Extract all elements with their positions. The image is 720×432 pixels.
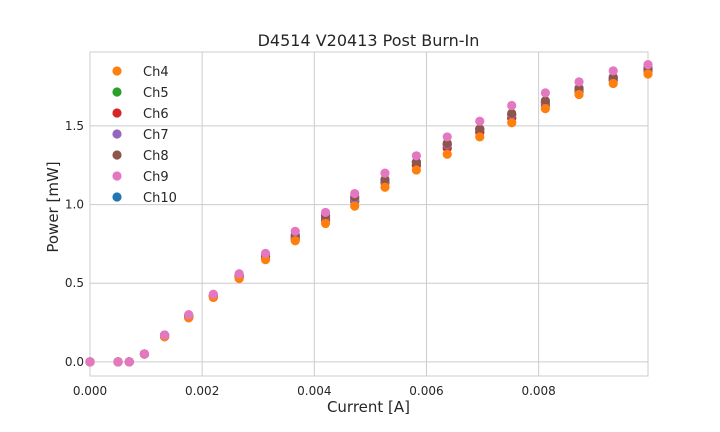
data-point — [380, 174, 390, 184]
data-point — [540, 104, 550, 114]
y-tick-label: 0.0 — [65, 355, 84, 369]
legend-marker — [112, 108, 122, 118]
legend-label: Ch6 — [143, 107, 169, 122]
data-point — [507, 100, 517, 111]
data-point — [608, 72, 618, 82]
legend-marker — [112, 66, 122, 76]
legend-label: Ch10 — [143, 191, 177, 206]
series-ch8 — [85, 63, 653, 367]
tick-labels: 0.000 0.002 0.004 0.006 0.008 0.0 0.5 1.0 1.5 — [65, 119, 556, 398]
data-point — [475, 132, 485, 142]
data-point — [411, 157, 421, 167]
data-point — [442, 138, 452, 148]
data-point — [411, 151, 421, 161]
data-point — [184, 310, 194, 320]
legend-marker — [112, 129, 122, 139]
y-axis-label: Power [mW] — [44, 161, 62, 252]
data-point — [290, 226, 300, 236]
x-tick-label: 0.004 — [297, 384, 331, 398]
data-point — [608, 66, 618, 76]
legend-label: Ch4 — [143, 65, 169, 80]
x-tick-label: 0.002 — [185, 384, 219, 398]
legend-label: Ch9 — [143, 170, 169, 185]
data-point — [608, 78, 618, 89]
data-point — [159, 330, 170, 340]
data-point — [85, 357, 95, 367]
data-point — [260, 248, 271, 258]
legend: Ch4 Ch5 Ch6 Ch7 Ch8 Ch9 Ch10 — [112, 65, 177, 206]
legend-marker — [112, 171, 122, 181]
data-point — [290, 236, 300, 246]
data-point — [643, 69, 653, 79]
data-point — [350, 188, 360, 199]
data-point — [260, 255, 271, 265]
grid — [89, 52, 648, 376]
legend-label: Ch5 — [143, 86, 169, 101]
y-tick-label: 0.5 — [65, 276, 84, 290]
data-point — [350, 201, 360, 211]
plot-area — [89, 51, 649, 377]
data-point — [208, 289, 218, 299]
data-point — [507, 108, 517, 118]
data-point — [124, 357, 134, 367]
legend-label: Ch8 — [143, 149, 169, 164]
data-point — [380, 182, 390, 192]
data-point — [540, 88, 550, 98]
data-point — [442, 132, 452, 142]
data-point — [475, 116, 485, 126]
series-ch7 — [85, 64, 653, 367]
x-tick-label: 0.008 — [521, 384, 555, 398]
chart-title: D4514 V20413 Post Burn-In — [258, 31, 480, 50]
legend-marker — [112, 150, 122, 160]
data-point — [574, 89, 584, 100]
x-tick-label: 0.006 — [409, 384, 443, 398]
series-ch10 — [85, 64, 653, 367]
legend-label: Ch7 — [143, 128, 169, 143]
data-point — [574, 77, 584, 87]
series-ch6 — [85, 66, 653, 367]
legend-marker — [112, 87, 122, 97]
y-tick-label: 1.0 — [65, 198, 84, 212]
y-tick-label: 1.5 — [65, 119, 84, 133]
legend-marker — [112, 192, 122, 202]
data-point — [643, 59, 653, 70]
x-axis-label: Current [A] — [327, 398, 410, 416]
data-points — [85, 59, 653, 367]
data-point — [507, 118, 517, 128]
series-ch5 — [85, 66, 653, 367]
x-tick-label: 0.000 — [73, 384, 107, 398]
data-point — [574, 83, 584, 93]
data-point — [442, 149, 452, 159]
data-point — [234, 269, 244, 279]
data-point — [139, 349, 149, 359]
data-point — [320, 207, 331, 218]
data-point — [113, 357, 123, 367]
series-ch4 — [85, 69, 653, 367]
data-point — [380, 168, 390, 178]
data-point — [411, 165, 421, 175]
series-ch9 — [85, 59, 653, 367]
data-point — [540, 96, 550, 106]
data-point — [475, 124, 485, 134]
data-point — [320, 218, 331, 229]
